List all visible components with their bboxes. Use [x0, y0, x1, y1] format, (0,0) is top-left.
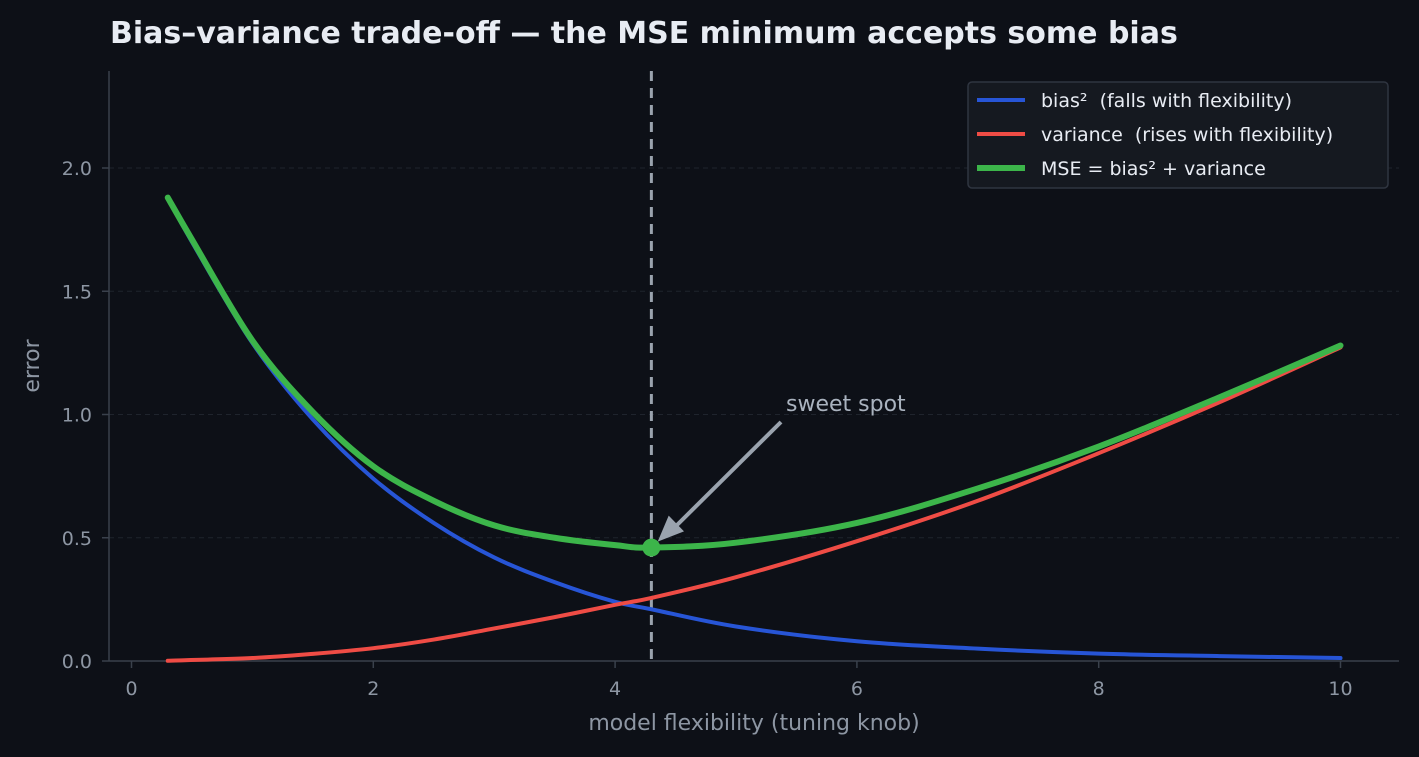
x-axis-label: model flexibility (tuning knob) — [588, 711, 919, 736]
legend-label: MSE = bias² + variance — [1041, 158, 1266, 180]
y-ticks: 0.0 0.5 1.0 1.5 2.0 — [62, 158, 109, 673]
y-tick-label: 1.0 — [62, 405, 92, 427]
x-ticks: 0 2 4 6 8 10 — [125, 661, 1353, 700]
grid-lines — [109, 167, 1399, 539]
annotation: sweet spot — [642, 392, 906, 557]
legend-box — [967, 81, 1389, 189]
annotation-arrow-head — [657, 515, 685, 542]
x-tick-label: 2 — [367, 678, 379, 700]
legend: bias² (falls with flexibility) variance (… — [967, 81, 1389, 189]
annotation-arrow-shaft — [669, 420, 783, 533]
y-tick-label: 0.5 — [62, 528, 92, 550]
series-line-2 — [165, 345, 1343, 663]
x-tick-label: 10 — [1328, 678, 1352, 700]
series-lines — [164, 194, 1344, 663]
y-tick-label: 2.0 — [62, 158, 92, 180]
legend-label: variance (rises with flexibility) — [1041, 124, 1333, 146]
annotation-label: sweet spot — [786, 392, 906, 417]
chart-title: Bias–variance trade-off — the MSE minimu… — [110, 16, 1178, 51]
axes — [108, 71, 1399, 662]
x-tick-label: 4 — [609, 678, 621, 700]
x-tick-label: 8 — [1093, 678, 1105, 700]
legend-label: bias² (falls with flexibility) — [1041, 90, 1292, 112]
y-tick-label: 1.5 — [62, 281, 92, 303]
y-axis-label: error — [20, 338, 45, 392]
y-tick-label: 0.0 — [62, 651, 92, 673]
series-line-3 — [164, 194, 1344, 551]
x-tick-label: 0 — [125, 678, 137, 700]
x-tick-label: 6 — [851, 678, 863, 700]
series-line-1 — [165, 195, 1343, 661]
optimum-marker — [642, 538, 661, 557]
